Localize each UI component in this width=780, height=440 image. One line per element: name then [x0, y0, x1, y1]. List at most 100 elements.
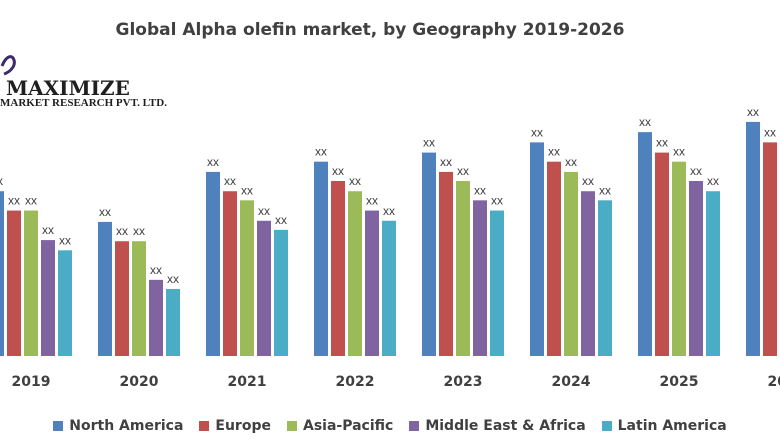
data-label: xx	[275, 213, 287, 227]
legend-label: North America	[69, 418, 184, 434]
x-tick-label-2023: 2023	[444, 374, 483, 390]
data-label: xx	[690, 164, 702, 178]
legend-item: Asia-Pacific	[286, 418, 394, 434]
bar-2025-europe	[655, 152, 669, 356]
bar-2020-north-america	[98, 221, 112, 356]
data-label: xx	[258, 204, 270, 218]
legend-label: Europe	[215, 418, 271, 434]
legend-swatch	[409, 421, 420, 431]
bar-2025-north-america	[638, 132, 652, 356]
data-label: xx	[8, 194, 20, 208]
legend-swatch	[199, 421, 210, 431]
bar-2019-europe	[7, 210, 21, 356]
data-label: xx	[531, 125, 543, 139]
logo-mark	[0, 55, 16, 76]
data-label: xx	[150, 263, 162, 277]
legend-item: Latin America	[601, 418, 727, 434]
data-label: xx	[423, 136, 435, 150]
bar-2024-europe	[547, 161, 561, 356]
bar-2023-latin-america	[490, 210, 504, 356]
bar-2023-north-america	[422, 152, 436, 356]
data-label: xx	[349, 174, 361, 188]
legend-item: Middle East & Africa	[409, 418, 586, 434]
bar-2026-north-america	[746, 121, 760, 356]
bar-2019-north-america	[0, 191, 4, 356]
bar-2021-europe	[223, 191, 237, 356]
bar-2019-asia-pacific	[24, 210, 38, 356]
bar-2022-latin-america	[382, 220, 396, 356]
data-label: xx	[25, 194, 37, 208]
data-label: xx	[639, 115, 651, 129]
x-tick-label-2024: 2024	[552, 374, 591, 390]
bar-2024-asia-pacific	[564, 171, 578, 356]
data-label: xx	[474, 183, 486, 197]
legend-swatch	[601, 421, 612, 431]
data-label: xx	[383, 204, 395, 218]
data-label: xx	[167, 272, 179, 286]
data-label: xx	[582, 174, 594, 188]
data-label: xx	[315, 145, 327, 159]
bar-2024-north-america	[530, 142, 544, 356]
bar-2021-middle-east-africa	[257, 220, 271, 356]
data-label: xx	[747, 105, 759, 119]
data-label: xx	[707, 174, 719, 188]
legend-item: North America	[53, 418, 183, 434]
bar-2019-latin-america	[58, 250, 72, 356]
data-label: xx	[133, 224, 145, 238]
bar-2026-europe	[763, 142, 777, 356]
data-label: xx	[764, 125, 776, 139]
data-label: xx	[207, 155, 219, 169]
bar-2023-middle-east-africa	[473, 200, 487, 356]
data-label: xx	[656, 136, 668, 150]
logo-subtitle: MARKET RESEARCH PVT. LTD.	[0, 97, 167, 109]
x-tick-label-2022: 2022	[336, 374, 375, 390]
legend-swatch	[286, 421, 297, 431]
data-label: xx	[457, 164, 469, 178]
company-logo	[0, 55, 16, 76]
legend-label: Latin America	[617, 418, 727, 434]
bar-2020-europe	[115, 241, 129, 356]
bar-2024-latin-america	[598, 200, 612, 356]
data-label: xx	[366, 194, 378, 208]
legend-label: Asia-Pacific	[302, 418, 394, 434]
bars-layer	[0, 121, 777, 356]
legend-label: Middle East & Africa	[425, 418, 586, 434]
data-label: xx	[548, 145, 560, 159]
data-label: xx	[565, 155, 577, 169]
x-tick-label-2025: 2025	[660, 374, 699, 390]
data-label: xx	[99, 205, 111, 219]
x-axis-labels-layer: 2019 2020 2021 2022 2023 2024 2025 2026	[12, 374, 780, 390]
data-label: xx	[116, 224, 128, 238]
bar-2023-europe	[439, 171, 453, 356]
legend-swatch	[53, 421, 64, 431]
data-label: xx	[224, 174, 236, 188]
bar-2021-asia-pacific	[240, 200, 254, 356]
bar-2021-north-america	[206, 171, 220, 356]
bar-2020-latin-america	[166, 288, 180, 356]
bar-2022-asia-pacific	[348, 191, 362, 356]
data-label: xx	[59, 233, 71, 247]
bar-2025-asia-pacific	[672, 161, 686, 356]
chart-legend: North America Europe Asia-Pacific Middle Ea…	[0, 418, 780, 434]
x-tick-label-2026: 2026	[768, 374, 780, 390]
data-label: xx	[332, 164, 344, 178]
bar-2019-middle-east-africa	[41, 240, 55, 356]
bar-2025-middle-east-africa	[689, 181, 703, 356]
bar-2023-asia-pacific	[456, 181, 470, 356]
data-label: xx	[599, 183, 611, 197]
bar-2020-middle-east-africa	[149, 279, 163, 356]
bar-2022-north-america	[314, 161, 328, 356]
data-label: xx	[440, 155, 452, 169]
x-tick-label-2021: 2021	[228, 374, 267, 390]
data-label: xx	[42, 223, 54, 237]
bar-2021-latin-america	[274, 229, 288, 356]
x-tick-label-2019: 2019	[12, 374, 51, 390]
chart-title: Global Alpha olefin market, by Geography…	[115, 20, 625, 40]
legend-item: Europe	[199, 418, 271, 434]
x-tick-label-2020: 2020	[120, 374, 159, 390]
bar-2025-latin-america	[706, 191, 720, 356]
data-label: xx	[241, 183, 253, 197]
logo-name: MAXIMIZE	[6, 76, 130, 100]
